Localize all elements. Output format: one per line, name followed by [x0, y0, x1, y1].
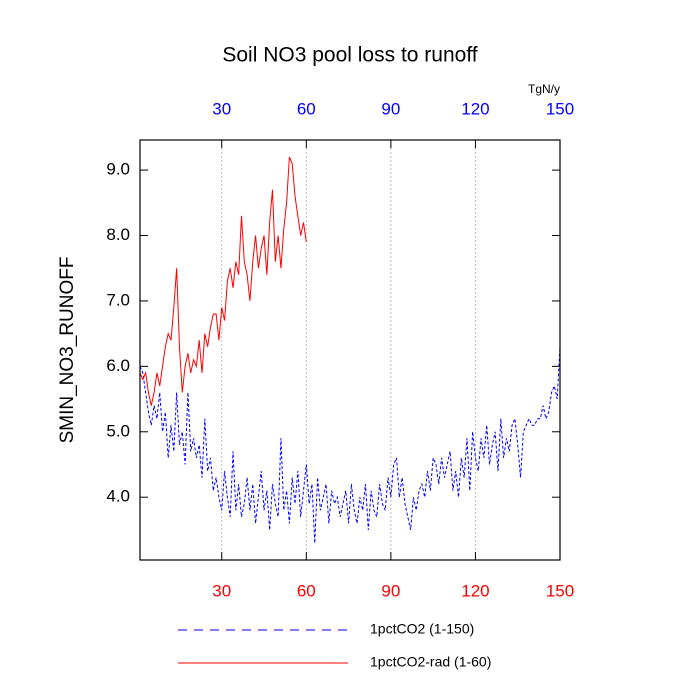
x-tick-label: 30: [212, 581, 231, 600]
x2-tick-label: 30: [212, 99, 231, 118]
y-tick-label: 7.0: [106, 290, 130, 309]
y-tick-label: 6.0: [106, 356, 130, 375]
legend-label: 1pctCO2-rad (1-60): [370, 654, 491, 670]
x2-tick-label: 60: [297, 99, 316, 118]
x2-tick-label: 90: [381, 99, 400, 118]
x2-tick-label: 150: [546, 99, 574, 118]
y-tick-label: 4.0: [106, 487, 130, 506]
x-tick-label: 150: [546, 581, 574, 600]
y-tick-label: 8.0: [106, 225, 130, 244]
series-line: [139, 156, 307, 406]
legend-label: 1pctCO2 (1-150): [370, 621, 474, 637]
x-tick-label: 60: [297, 581, 316, 600]
y-tick-label: 9.0: [106, 160, 130, 179]
x-tick-label: 120: [461, 581, 489, 600]
x2-tick-label: 120: [461, 99, 489, 118]
x2-axis-label: TgN/y: [528, 82, 560, 96]
x-tick-label: 90: [381, 581, 400, 600]
plot-frame: [139, 139, 561, 561]
y-tick-label: 5.0: [106, 421, 130, 440]
series-line: [139, 346, 561, 544]
y-axis-label: SMIN_NO3_RUNOFF: [57, 257, 78, 444]
chart-title: Soil NO3 pool loss to runoff: [222, 44, 477, 67]
